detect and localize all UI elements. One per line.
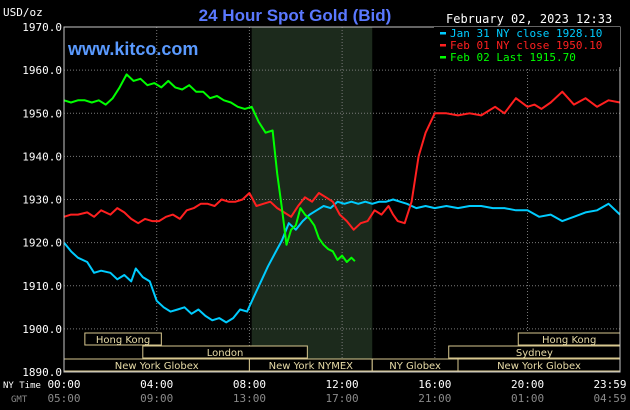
- y-tick-label: 1900.0: [22, 323, 62, 336]
- market-session-label: London: [207, 348, 244, 359]
- y-tick-label: 1950.0: [22, 107, 62, 120]
- y-tick-label: 1920.0: [22, 237, 62, 250]
- series-line-1: [63, 198, 621, 324]
- chart-title: 24 Hour Spot Gold (Bid): [199, 6, 392, 25]
- y-tick-label: 1940.0: [22, 150, 62, 163]
- legend-box: [434, 27, 620, 67]
- date-timestamp: February 02, 2023 12:33: [446, 12, 612, 26]
- y-tick-label: 1960.0: [22, 64, 62, 77]
- x-tick-label-gmt: 21:00: [418, 392, 451, 405]
- x-tick-label-ny: 12:00: [326, 378, 359, 391]
- legend-swatch: [440, 44, 446, 47]
- x-tick-label-gmt: 13:00: [233, 392, 266, 405]
- market-session-label: New York NYMEX: [269, 361, 354, 372]
- series-line-3: [63, 73, 356, 263]
- trading-hours-highlight: [251, 27, 373, 372]
- legend-entry-label: Jan 31 NY close 1928.10: [450, 27, 602, 40]
- market-session-label: New York Globex: [115, 361, 199, 372]
- y-tick-label: 1890.0: [22, 366, 62, 379]
- legend-entry-label: Feb 01 NY close 1950.10: [450, 39, 602, 52]
- y-tick-label: 1910.0: [22, 280, 62, 293]
- legend-entry-label: Feb 02 Last 1915.70: [450, 51, 576, 64]
- market-session-label: Hong Kong: [542, 335, 596, 346]
- market-session-label: New York Globex: [497, 361, 581, 372]
- x-tick-label-ny: 16:00: [418, 378, 451, 391]
- x-tick-label-gmt: 01:00: [511, 392, 544, 405]
- y-tick-label: 1970.0: [22, 21, 62, 34]
- legend-swatch: [440, 56, 446, 59]
- market-session-label: Sydney: [516, 348, 553, 359]
- x-tick-label-gmt: 05:00: [47, 392, 80, 405]
- legend-swatch: [440, 32, 446, 35]
- market-session-label: NY Globex: [389, 361, 441, 372]
- x-tick-label-ny: 20:00: [511, 378, 544, 391]
- market-session-bar: [142, 345, 308, 359]
- y-unit-label: USD/oz: [3, 6, 43, 19]
- x-tick-label-gmt: 04:59: [593, 392, 626, 405]
- x-row-label-gmt: GMT: [11, 395, 28, 405]
- x-tick-label-gmt: 17:00: [326, 392, 359, 405]
- x-tick-label-ny: 23:59: [593, 378, 626, 391]
- x-row-label-ny: NY Time: [3, 381, 41, 391]
- series-line-2: [63, 90, 621, 231]
- watermark-url: www.kitco.com: [67, 39, 198, 59]
- y-tick-label: 1930.0: [22, 194, 62, 207]
- market-session-label: Hong Kong: [96, 335, 150, 346]
- x-tick-label-ny: 08:00: [233, 378, 266, 391]
- market-session-bar: [84, 332, 162, 346]
- x-tick-label-ny: 04:00: [140, 378, 173, 391]
- x-tick-label-gmt: 09:00: [140, 392, 173, 405]
- x-tick-label-ny: 00:00: [47, 378, 80, 391]
- plot-frame: [63, 26, 621, 373]
